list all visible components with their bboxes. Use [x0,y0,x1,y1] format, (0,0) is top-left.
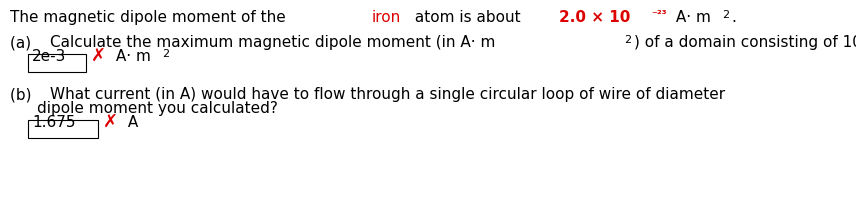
Text: What current (in A) would have to flow through a single circular loop of wire of: What current (in A) would have to flow t… [51,87,730,102]
Text: atom is about: atom is about [410,10,526,25]
Text: dipole moment you calculated?: dipole moment you calculated? [37,101,278,116]
Text: 2.0 × 10: 2.0 × 10 [559,10,630,25]
Text: 2: 2 [625,35,632,45]
Text: (a): (a) [10,35,41,50]
Text: ✗: ✗ [92,47,106,65]
Text: 2: 2 [163,49,169,59]
Text: 1.675: 1.675 [32,115,75,130]
Text: 2e-3: 2e-3 [32,49,67,64]
Text: .: . [732,10,737,25]
Text: A· m: A· m [111,49,151,64]
FancyBboxPatch shape [28,120,98,138]
FancyBboxPatch shape [28,54,86,72]
Text: A· m: A· m [671,10,711,25]
Text: iron: iron [372,10,401,25]
Text: ⁻²³: ⁻²³ [651,10,667,20]
Text: ✗: ✗ [103,113,118,131]
Text: Calculate the maximum magnetic dipole moment (in A· m: Calculate the maximum magnetic dipole mo… [50,35,496,50]
Text: The magnetic dipole moment of the: The magnetic dipole moment of the [10,10,291,25]
Text: ) of a domain consisting of 10: ) of a domain consisting of 10 [633,35,856,50]
Text: (b): (b) [10,87,41,102]
Text: A: A [122,115,138,130]
Text: 2: 2 [722,10,729,20]
